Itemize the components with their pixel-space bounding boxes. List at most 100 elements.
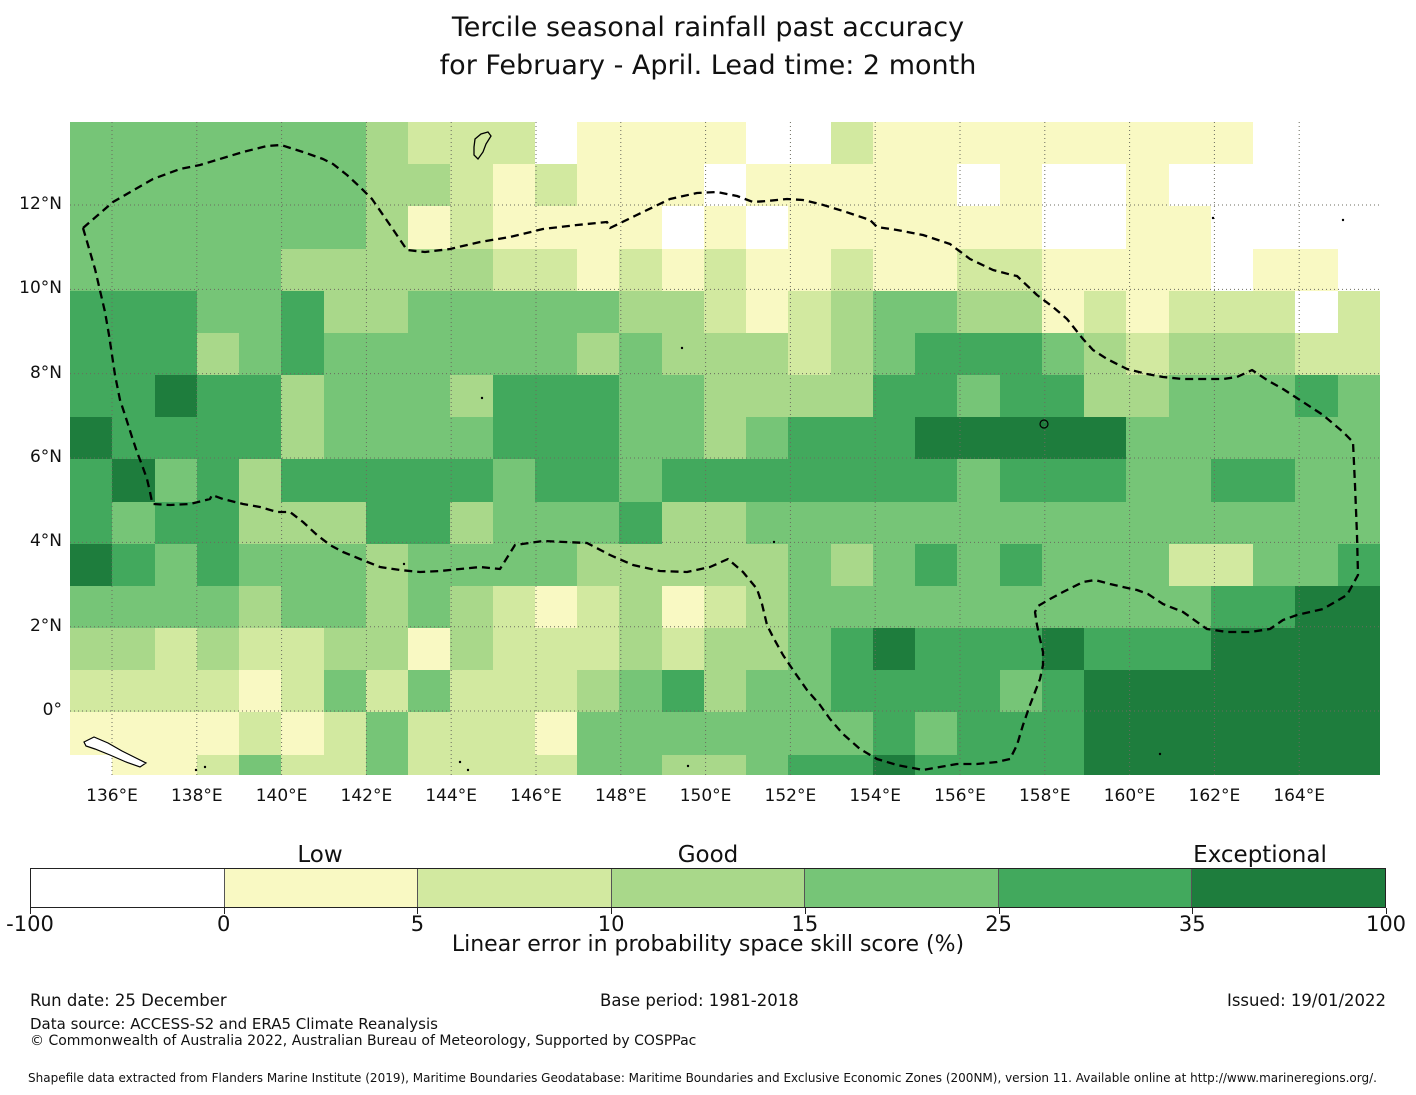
map-cell (1295, 248, 1339, 292)
colorbar-tick-mark (998, 908, 1000, 914)
map-cell (1084, 628, 1128, 671)
map-cell (408, 585, 451, 629)
colorbar-category-exceptional: Exceptional (1193, 842, 1327, 868)
map-cell (408, 754, 451, 775)
map-cell (1126, 501, 1170, 545)
map-cell (1210, 501, 1254, 545)
map-cell (281, 164, 325, 207)
map-cell (1041, 122, 1085, 165)
map-cell (365, 375, 409, 418)
map-cell (492, 543, 536, 587)
map-cell (1084, 585, 1128, 629)
map-cell (70, 122, 113, 165)
map-cell (703, 501, 747, 545)
map-cell (1253, 417, 1297, 460)
map-cell (112, 543, 156, 587)
map-cell (619, 375, 663, 418)
base-period-label: Base period: 1981-2018 (600, 991, 799, 1010)
map-cell (408, 206, 451, 250)
map-cell (239, 712, 282, 756)
map-cell (323, 375, 367, 418)
map-cell (154, 122, 198, 165)
map-cell (408, 628, 451, 671)
map-cell (196, 501, 240, 545)
map-cell (1210, 417, 1254, 460)
map-cell (915, 206, 958, 250)
map-cell (577, 501, 620, 545)
map-cell (1295, 585, 1339, 629)
map-cell (703, 670, 747, 713)
y-tick-label: 8°N (29, 362, 62, 383)
map-cell (408, 290, 451, 334)
map-cell (999, 754, 1043, 775)
map-cell (661, 459, 705, 503)
map-cell (746, 164, 789, 207)
map-cell (154, 754, 198, 775)
map-cell (1041, 417, 1085, 460)
map-cell (788, 206, 832, 250)
map-cell (112, 248, 156, 292)
map-cell (1295, 501, 1339, 545)
map-cell (239, 206, 282, 250)
map-cell (1168, 164, 1212, 207)
map-cell (239, 501, 282, 545)
map-cell (1041, 375, 1085, 418)
map-cell (661, 712, 705, 756)
colorbar-segment (611, 869, 806, 907)
map-cell (408, 417, 451, 460)
map-cell (323, 248, 367, 292)
map-cell (619, 670, 663, 713)
colorbar-segment (805, 869, 999, 907)
map-cell (872, 332, 916, 376)
map-cell (619, 248, 663, 292)
eez-boundary-line (81, 143, 1360, 772)
colorbar-tick-mark (1386, 908, 1387, 914)
map-cell (70, 375, 113, 418)
map-cell (1168, 417, 1212, 460)
map-cell (281, 670, 325, 713)
map-cell (365, 712, 409, 756)
map-cell (70, 206, 113, 250)
map-cell (1084, 375, 1128, 418)
map-cell (957, 712, 1001, 756)
y-tick-label: 10°N (19, 278, 62, 299)
map-cell (1253, 332, 1297, 376)
islet-dot (194, 768, 198, 772)
map-cell (450, 248, 494, 292)
map-cell (534, 248, 578, 292)
map-cell (788, 754, 832, 775)
map-cell (999, 332, 1043, 376)
map-cell (872, 543, 916, 587)
land-mask (70, 759, 104, 775)
map-cell (281, 122, 325, 165)
map-cell (154, 206, 198, 250)
map-cell (408, 164, 451, 207)
map-cell (281, 417, 325, 460)
map-cell (1295, 332, 1339, 376)
map-cell (70, 585, 113, 629)
map-cell (1210, 375, 1254, 418)
map-cell (703, 290, 747, 334)
map-cell (830, 754, 874, 775)
map-cell (788, 417, 832, 460)
islet-dot (402, 562, 406, 566)
map-cell (1168, 206, 1212, 250)
map-cell (112, 501, 156, 545)
map-cell (619, 122, 663, 165)
map-cell (957, 164, 1001, 207)
map-cell (957, 417, 1001, 460)
map-cell (1295, 290, 1339, 334)
map-cell (872, 628, 916, 671)
map-cell (196, 417, 240, 460)
map-cell (154, 459, 198, 503)
map-cell (450, 375, 494, 418)
map-cell (1126, 543, 1170, 587)
x-tick-label: 144°E (425, 786, 478, 806)
map-cell (957, 628, 1001, 671)
map-cell (323, 501, 367, 545)
map-cell (619, 754, 663, 775)
map-cell (915, 375, 958, 418)
map-cell (1295, 754, 1339, 775)
islet-dot (203, 765, 207, 769)
map-cell (1084, 543, 1128, 587)
